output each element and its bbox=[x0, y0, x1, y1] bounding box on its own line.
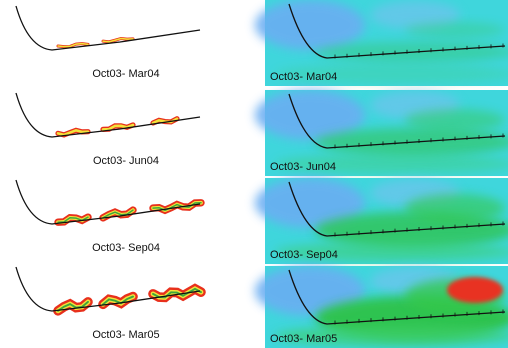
figure: Oct03- Mar04 Oct03- Jun04 Oct03- Sep04 Oct0… bbox=[0, 0, 508, 348]
panel-label: Oct03- Jun04 bbox=[270, 161, 336, 173]
right-panel: Oct03- Sep04 bbox=[255, 178, 508, 264]
well-path bbox=[16, 6, 200, 50]
panel-label: Oct03- Mar04 bbox=[92, 68, 159, 80]
right-panel: Oct03- Mar05 bbox=[255, 266, 508, 348]
panel-label: Oct03- Sep04 bbox=[270, 249, 338, 261]
left-panel: Oct03- Mar05 bbox=[16, 267, 201, 341]
red-zone bbox=[447, 277, 503, 303]
green-zone bbox=[405, 194, 505, 222]
panel-label: Oct03- Mar04 bbox=[270, 71, 337, 83]
left-panel: Oct03- Mar04 bbox=[16, 6, 200, 80]
panel-label: Oct03- Sep04 bbox=[92, 242, 160, 254]
green-zone bbox=[405, 22, 505, 38]
green-zone bbox=[405, 109, 505, 131]
panel-label: Oct03- Jun04 bbox=[93, 155, 159, 167]
left-panel: Oct03- Jun04 bbox=[16, 93, 200, 167]
blue-zone bbox=[255, 0, 365, 50]
well-path bbox=[16, 93, 200, 137]
panel-label: Oct03- Mar05 bbox=[270, 333, 337, 345]
well-path bbox=[16, 180, 200, 224]
left-panel: Oct03- Sep04 bbox=[16, 180, 201, 254]
right-panel: Oct03- Mar04 bbox=[255, 0, 508, 86]
page: Oct03- Mar04 Oct03- Jun04 Oct03- Sep04 Oct0… bbox=[0, 0, 508, 348]
right-panel: Oct03- Jun04 bbox=[255, 90, 508, 176]
panel-label: Oct03- Mar05 bbox=[92, 329, 159, 341]
